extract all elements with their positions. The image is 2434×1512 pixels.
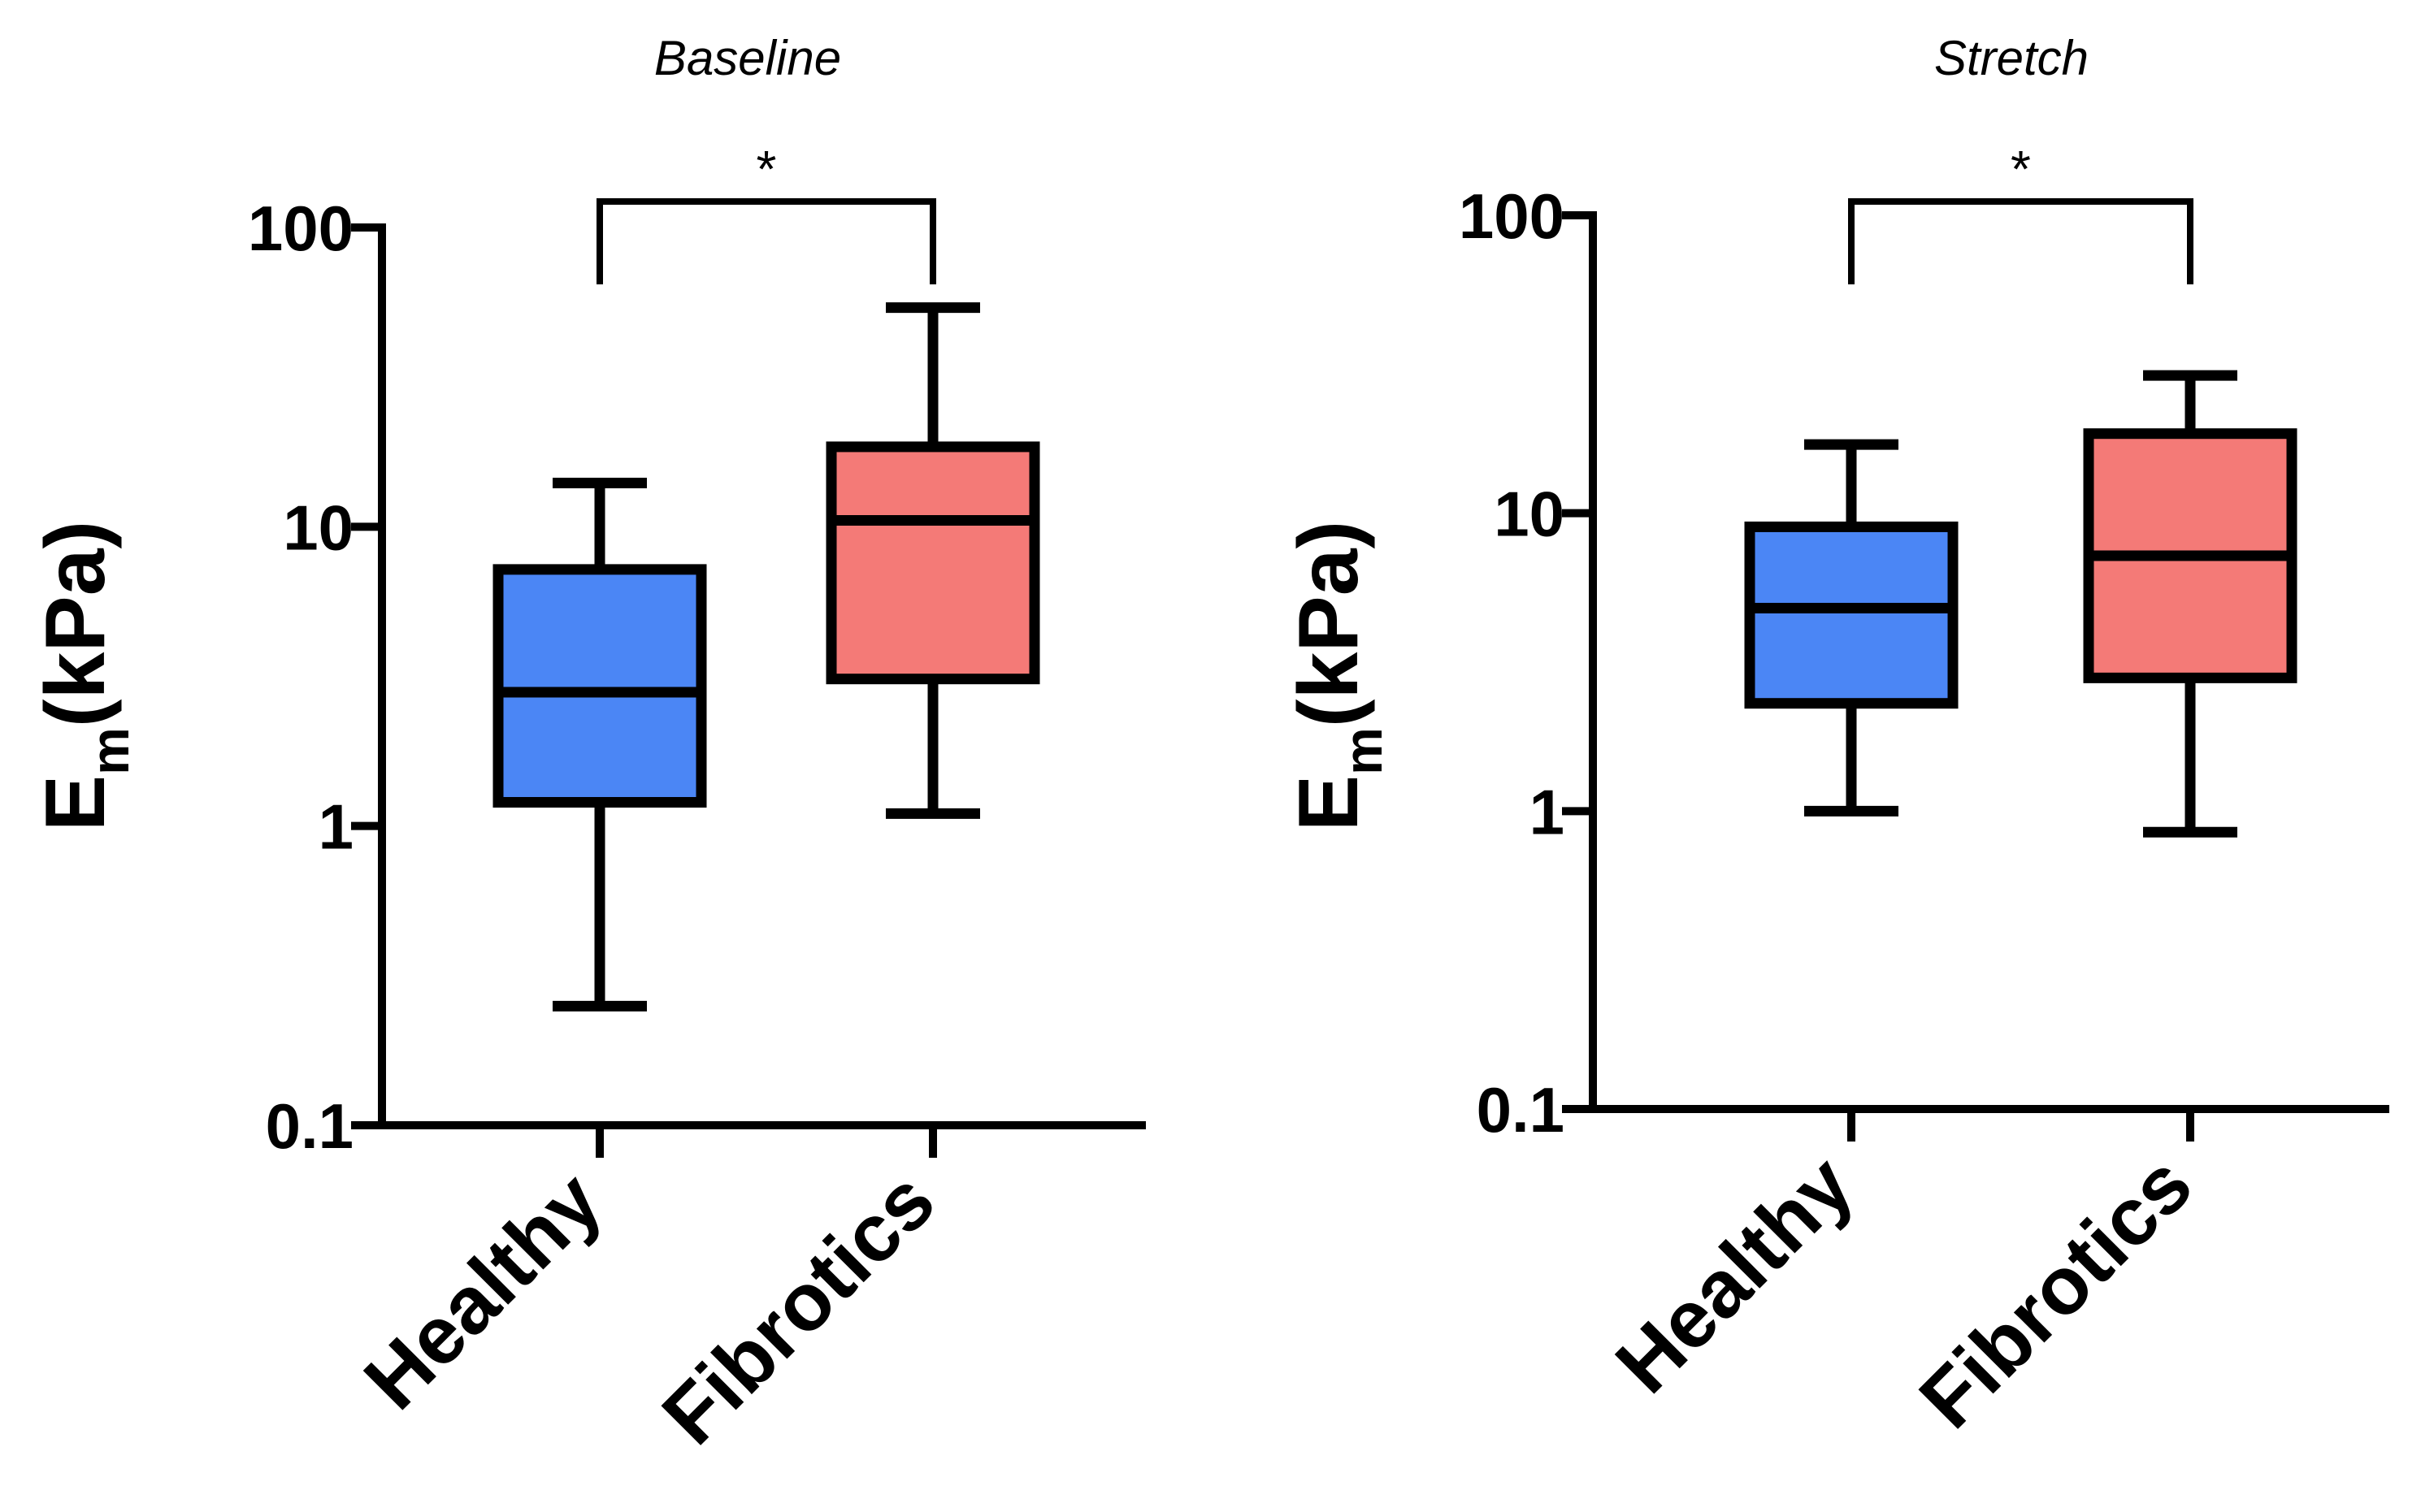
significance-label: * [757, 140, 777, 198]
significance-bracket [1848, 198, 2193, 284]
significance-label: * [2011, 140, 2031, 198]
box-healthy [492, 478, 707, 1012]
panel-stretch: Stretch 0.1 1 10 100 Em(kPa) Healthy Fibrotics * [1282, 31, 2389, 1445]
box-iqr [826, 441, 1040, 685]
y-tick-label: 100 [1459, 180, 1564, 252]
y-tick-label: 100 [248, 193, 354, 264]
y-tick-label: 1 [319, 791, 354, 863]
panel-baseline: Baseline 0.1 1 10 100 Em(kPa) Healthy Fibrotics… [28, 31, 1146, 1462]
chart-title: Baseline [654, 31, 841, 85]
box-fibrotics [826, 302, 1040, 819]
y-axis-label-symbol: E [28, 775, 123, 831]
y-tick-label: 0.1 [266, 1090, 354, 1162]
y-axis-label-unit: (kPa) [28, 521, 123, 727]
x-tick-label-fibrotics: Fibrotics [645, 1155, 952, 1462]
y-axis-label-subscript: m [80, 727, 140, 775]
x-tick-label-healthy: Healthy [1599, 1138, 1871, 1410]
box-iqr [1744, 521, 1959, 709]
y-tick-label: 10 [283, 492, 354, 563]
x-tick-label-healthy: Healthy [347, 1155, 619, 1427]
y-tick-label: 10 [1494, 479, 1564, 550]
significance-bracket [597, 198, 936, 284]
chart-title: Stretch [1934, 31, 2089, 85]
box-healthy [1744, 439, 1959, 817]
x-tick-label-fibrotics: Fibrotics [1903, 1138, 2210, 1445]
y-axis-label-unit: (kPa) [1282, 521, 1376, 727]
y-axis-label-subscript: m [1333, 727, 1393, 775]
box-fibrotics [2083, 370, 2297, 838]
y-tick-label: 0.1 [1477, 1074, 1564, 1146]
y-axis-label: Em(kPa) [28, 521, 140, 831]
box-iqr [492, 564, 707, 808]
y-tick-label: 1 [1529, 776, 1564, 847]
y-axis-label-symbol: E [1282, 775, 1376, 831]
y-axis-label: Em(kPa) [1282, 521, 1393, 831]
